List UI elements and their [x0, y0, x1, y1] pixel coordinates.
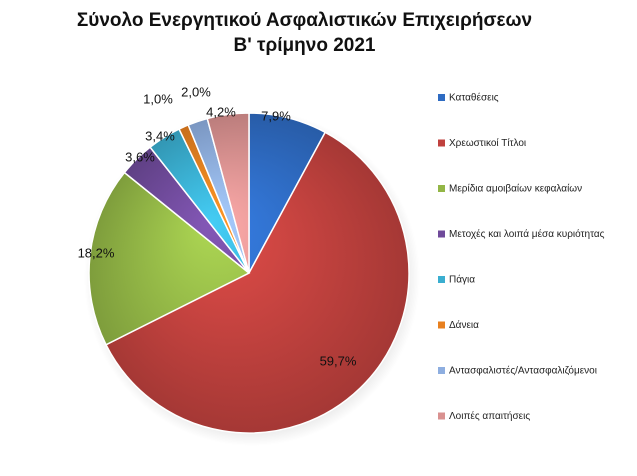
legend-swatch-3 [438, 185, 445, 192]
legend-swatch-4 [438, 230, 445, 238]
legend-label-2: Χρεωστικοί Τίτλοι [449, 137, 526, 149]
legend-label-1: Καταθέσεις [449, 92, 499, 104]
legend-label-3: Μερίδια αμοιβαίων κεφαλαίων [449, 183, 582, 195]
data-label-8: 4,2% [206, 104, 236, 119]
legend-swatch-1 [438, 94, 445, 101]
legend-label-5: Πάγια [449, 274, 475, 286]
pie-slice-8 [206, 112, 250, 274]
legend-label-7: Αντασφαλιστές/Αντασφαλιζόμενοι [449, 365, 597, 377]
legend-swatch-8 [438, 412, 445, 420]
legend-swatch-6 [438, 321, 445, 329]
legend-swatch-5 [438, 276, 445, 283]
pie-slice-2 [104, 131, 410, 434]
data-label-6: 1,0% [143, 91, 173, 106]
data-label-7: 2,0% [181, 84, 211, 99]
data-label-2: 59,7% [320, 353, 357, 368]
legend-swatch-2 [438, 139, 445, 147]
data-label-3: 18,2% [78, 245, 115, 260]
chart-subtitle: Β' τρίμηνο 2021 [233, 35, 376, 56]
data-label-4: 3,6% [125, 149, 155, 164]
data-label-5: 3,4% [145, 128, 175, 143]
pie-slice-3 [88, 171, 251, 346]
legend-label-8: Λοιπές απαιτήσεις [449, 410, 530, 422]
legend-swatch-7 [438, 367, 445, 374]
legend-label-6: Δάνεια [449, 319, 479, 331]
data-label-1: 7,9% [261, 108, 291, 123]
legend-label-4: Μετοχές και λοιπά μέσα κυριότητας [449, 228, 605, 240]
chart-title: Σύνολο Ενεργητικού Ασφαλιστικών Επιχειρή… [76, 10, 533, 31]
